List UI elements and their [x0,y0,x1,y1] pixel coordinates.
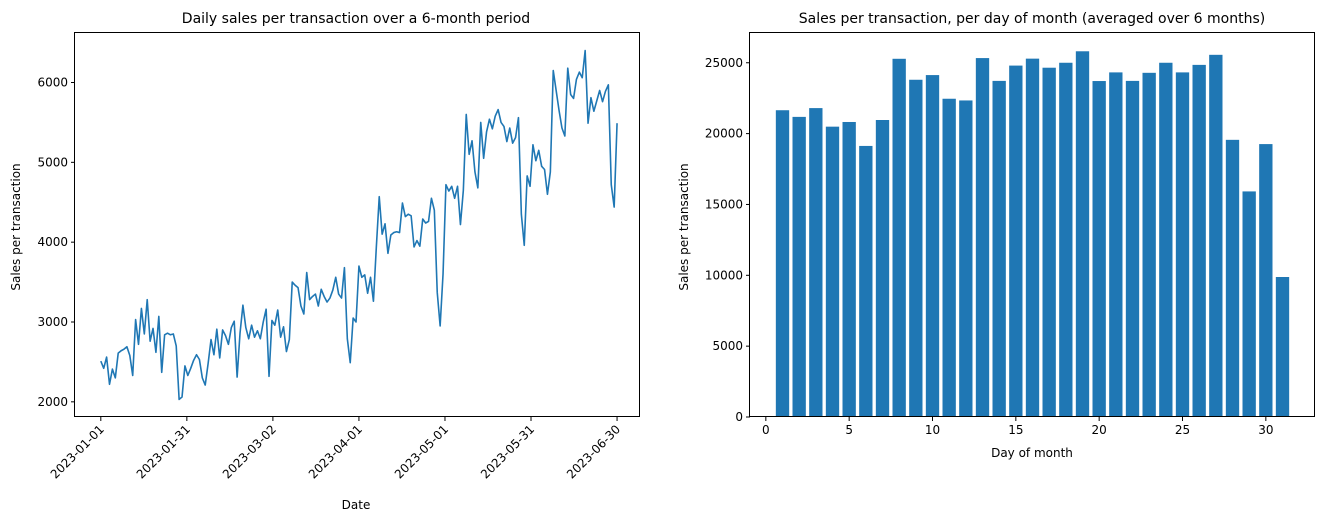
bar-y-axis-label: Sales per transaction [677,163,691,290]
bar [1142,72,1156,418]
bar [892,58,906,417]
bar [1159,62,1173,417]
x-tick-label: 2023-01-01 [48,422,107,481]
bar [859,145,873,417]
bar-x-axis: 0 5 10 15 20 25 30 [762,417,1273,437]
x-tick-label: 0 [762,423,770,437]
bar [1242,191,1256,417]
bar [1059,62,1073,417]
bar [825,126,840,418]
bar [775,110,790,417]
line-chart-panel: Daily sales per transaction over a 6-mon… [9,11,640,512]
y-tick-label: 5000 [37,155,68,169]
x-tick-label: 25 [1175,423,1190,437]
y-tick-label: 4000 [37,235,68,249]
bar [1225,139,1240,418]
bar-chart-panel: Sales per transaction, per day of month … [677,11,1315,460]
y-tick-label: 20000 [705,127,743,141]
x-tick-label: 2023-06-30 [564,422,623,481]
bar-chart-frame [749,32,1315,417]
bar [1259,144,1273,418]
y-tick-label: 25000 [705,56,743,70]
bar [809,108,823,417]
y-tick-label: 2000 [37,395,68,409]
y-tick-label: 3000 [37,315,68,329]
bar [1192,64,1206,417]
y-tick-label: 5000 [712,339,743,353]
bar [1009,65,1023,418]
line-chart-frame [74,32,640,417]
bar-series [775,51,1290,418]
bar [1092,81,1106,417]
x-tick-label: 15 [1008,423,1023,437]
bar-x-axis-label: Day of month [991,446,1073,460]
bar [875,120,890,418]
bar [1025,58,1040,418]
line-x-axis: 2023-01-01 2023-01-31 2023-03-02 2023-04-01… [48,417,623,481]
bar [842,121,856,418]
x-tick-label: 2023-05-01 [392,422,451,481]
bar [792,116,806,417]
y-tick-label: 6000 [37,75,68,89]
x-tick-label: 2023-05-31 [478,422,537,481]
bar [1275,277,1290,417]
y-tick-label: 0 [735,410,743,424]
bar [959,100,973,417]
x-tick-label: 10 [925,423,940,437]
x-tick-label: 30 [1258,423,1273,437]
line-y-axis: 2000 3000 4000 5000 6000 [37,75,75,409]
bar [1109,72,1123,418]
bar [1209,54,1223,417]
bar [925,75,940,417]
bar [1175,72,1190,418]
line-x-axis-label: Date [342,498,371,512]
x-tick-label: 5 [845,423,853,437]
line-chart-title: Daily sales per transaction over a 6-mon… [182,11,530,27]
x-tick-label: 2023-04-01 [306,422,365,481]
bar-chart-title: Sales per transaction, per day of month … [799,11,1265,27]
x-tick-label: 20 [1092,423,1107,437]
bar [1075,51,1090,418]
bar [1125,80,1140,417]
bar [909,79,923,418]
bar [992,80,1006,417]
y-tick-label: 10000 [705,268,743,282]
bar-y-axis: 0 5000 10000 15000 20000 25000 [705,56,750,424]
bar [1042,67,1056,417]
x-tick-label: 2023-01-31 [134,422,193,481]
line-series [100,49,618,401]
x-tick-label: 2023-03-02 [220,422,279,481]
bar [942,98,956,417]
line-y-axis-label: Sales per transaction [9,163,23,290]
bar [975,58,990,417]
y-tick-label: 15000 [705,197,743,211]
